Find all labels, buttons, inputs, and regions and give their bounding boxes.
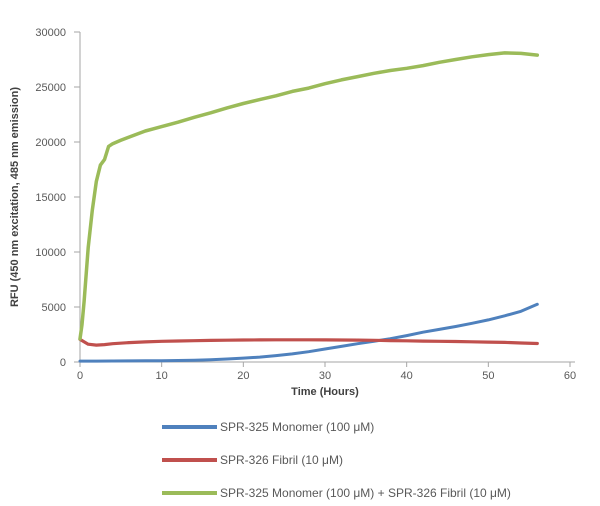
legend-label: SPR-326 Fibril (10 μM) bbox=[220, 453, 343, 467]
y-tick-label: 10000 bbox=[35, 247, 66, 259]
legend-line-swatch bbox=[162, 425, 217, 429]
x-tick-label: 30 bbox=[319, 370, 331, 382]
legend-label: SPR-325 Monomer (100 μM) + SPR-326 Fibri… bbox=[220, 486, 511, 500]
y-tick-label: 0 bbox=[60, 357, 66, 369]
legend-item: SPR-326 Fibril (10 μM) bbox=[162, 452, 511, 468]
legend-item: SPR-325 Monomer (100 μM) + SPR-326 Fibri… bbox=[162, 485, 511, 501]
x-tick-label: 60 bbox=[564, 370, 576, 382]
x-axis-title: Time (Hours) bbox=[291, 386, 359, 398]
x-tick-label: 50 bbox=[482, 370, 494, 382]
y-tick-label: 5000 bbox=[42, 302, 66, 314]
series-line-1 bbox=[78, 337, 539, 347]
x-tick-label: 0 bbox=[77, 370, 83, 382]
x-tick-label: 20 bbox=[237, 370, 249, 382]
plot-area: 0 5000 10000 15000 20000 25000 30000 0 10 20 30 40 5… bbox=[35, 27, 576, 382]
y-tick-label: 30000 bbox=[35, 27, 66, 39]
series-line-0 bbox=[78, 302, 539, 363]
legend-line-swatch bbox=[162, 458, 217, 462]
legend-item: SPR-325 Monomer (100 μM) bbox=[162, 419, 511, 435]
x-tick-label: 10 bbox=[156, 370, 168, 382]
legend: SPR-325 Monomer (100 μM) SPR-326 Fibril … bbox=[162, 419, 511, 506]
x-tick-label: 40 bbox=[401, 370, 413, 382]
y-tick-label: 20000 bbox=[35, 137, 66, 149]
y-tick-label: 25000 bbox=[35, 82, 66, 94]
legend-label: SPR-325 Monomer (100 μM) bbox=[220, 420, 375, 434]
y-tick-label: 15000 bbox=[35, 192, 66, 204]
series-line-2 bbox=[78, 51, 540, 341]
legend-line-swatch bbox=[162, 491, 217, 495]
